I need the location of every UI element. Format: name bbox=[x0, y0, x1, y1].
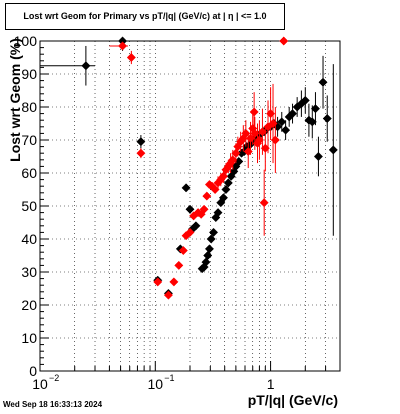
data-point bbox=[213, 208, 223, 218]
x-tick-label: 10 bbox=[32, 376, 48, 392]
chart-title: Lost wrt Geom for Primary vs pT/|q| (GeV… bbox=[23, 11, 267, 21]
x-axis-label: pT/|q| (GeV/c) bbox=[248, 392, 338, 408]
data-point bbox=[277, 117, 287, 127]
data-point bbox=[208, 227, 219, 237]
data-point bbox=[136, 148, 146, 158]
y-tick-label: 50 bbox=[21, 198, 37, 214]
data-point bbox=[218, 193, 228, 203]
data-point bbox=[270, 135, 280, 145]
data-point bbox=[322, 113, 332, 124]
y-tick-label: 40 bbox=[21, 231, 37, 247]
y-tick-label: 20 bbox=[21, 297, 37, 313]
data-point bbox=[281, 125, 291, 135]
x-tick-label: 10 bbox=[148, 376, 164, 392]
data-point bbox=[136, 137, 146, 147]
data-point bbox=[328, 145, 338, 155]
data-point bbox=[181, 183, 191, 193]
data-point bbox=[117, 41, 128, 51]
timestamp-label: Wed Sep 18 16:33:13 2024 bbox=[3, 400, 103, 409]
data-point bbox=[202, 191, 212, 201]
y-tick-label: 80 bbox=[21, 99, 37, 115]
data-point bbox=[191, 221, 201, 231]
data-point bbox=[126, 52, 136, 63]
y-tick-label: 90 bbox=[21, 66, 37, 82]
data-point bbox=[81, 61, 91, 71]
data-series bbox=[40, 36, 338, 300]
x-tick-label: 1 bbox=[267, 376, 275, 392]
data-point bbox=[206, 234, 216, 244]
data-point bbox=[163, 290, 173, 300]
data-point bbox=[203, 250, 213, 261]
data-point bbox=[313, 151, 323, 162]
data-point bbox=[174, 260, 184, 270]
chart-title-box: Lost wrt Geom for Primary vs pT/|q| (GeV… bbox=[5, 3, 285, 30]
data-point bbox=[199, 204, 209, 214]
data-point bbox=[259, 198, 269, 208]
data-point bbox=[153, 277, 163, 287]
y-tick-label: 30 bbox=[21, 264, 37, 280]
data-point bbox=[310, 104, 321, 114]
data-point bbox=[279, 36, 289, 46]
data-point bbox=[223, 178, 233, 188]
y-axis-label: Lost wrt Geom (%) bbox=[7, 38, 23, 162]
series-1 bbox=[109, 36, 289, 300]
y-tick-label: 60 bbox=[21, 165, 37, 181]
y-tick-label: 0 bbox=[29, 363, 37, 379]
data-point bbox=[178, 245, 188, 256]
y-tick-label: 70 bbox=[21, 132, 37, 148]
y-tick-label: 10 bbox=[21, 330, 37, 346]
y-tick-label: 100 bbox=[14, 33, 38, 49]
data-point bbox=[249, 107, 259, 117]
data-point bbox=[204, 244, 215, 254]
data-point bbox=[287, 109, 298, 119]
x-tick-exponent: −1 bbox=[164, 373, 174, 383]
x-tick-exponent: −2 bbox=[49, 373, 59, 383]
data-point bbox=[221, 184, 231, 195]
data-point bbox=[318, 77, 328, 87]
data-point bbox=[185, 227, 195, 237]
data-point bbox=[201, 257, 211, 267]
data-point bbox=[300, 95, 310, 105]
data-point bbox=[185, 204, 195, 214]
data-point bbox=[169, 277, 179, 287]
